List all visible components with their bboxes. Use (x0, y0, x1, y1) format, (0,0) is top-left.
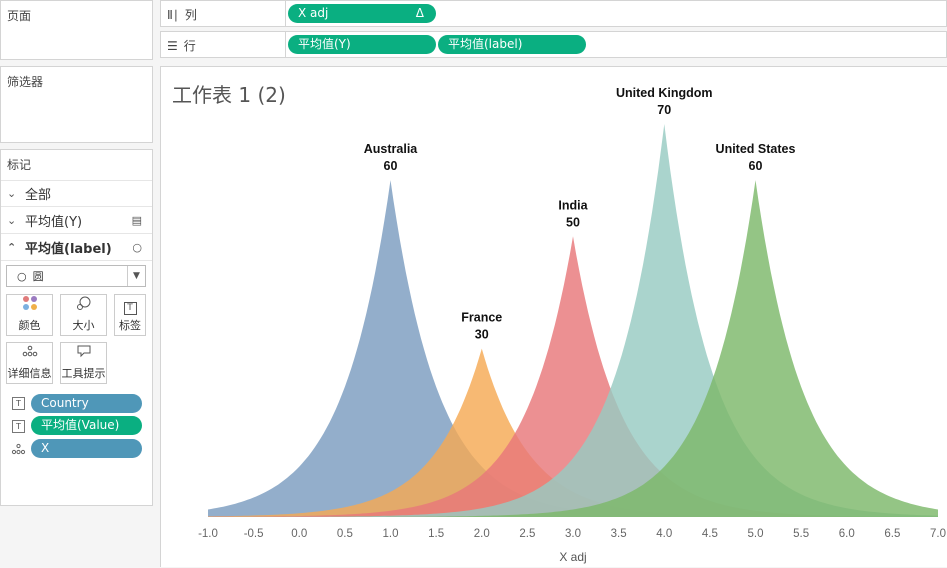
x-tick-label: -1.0 (198, 528, 218, 540)
data-label-name: France (461, 311, 502, 325)
x-tick-label: 2.0 (474, 528, 490, 540)
size-icon (61, 295, 106, 317)
chevron-down-icon: ⌄ (7, 187, 17, 200)
columns-shelf[interactable]: Ⅱ∣ 列 X adj Δ (160, 0, 947, 27)
tooltip-button-label: 工具提示 (61, 367, 106, 380)
mark-type-dropdown[interactable]: ○ 圆 ▼ (6, 265, 146, 287)
text-encoding-icon: T (12, 397, 25, 410)
chart[interactable]: Australia 60 France 30 India 50 United Kingdom… (161, 67, 947, 568)
size-button[interactable]: 大小 (60, 294, 107, 336)
rows-shelf[interactable]: ☰ 行 平均值(Y) 平均值(label) (160, 31, 947, 58)
area-mark-icon: ▤ (131, 214, 142, 227)
filters-panel[interactable]: 筛选器 (0, 66, 153, 143)
area-series-australia[interactable] (208, 180, 938, 517)
x-tick-label: 0.5 (337, 528, 353, 540)
x-tick-label: 5.5 (793, 528, 809, 540)
x-tick-label: 5.0 (748, 528, 764, 540)
x-axis-label: X adj (559, 550, 586, 564)
marks-row-avg-label[interactable]: ⌃ 平均值(label) ○ (1, 234, 152, 261)
label-button-label: 标签 (119, 319, 141, 332)
size-button-label: 大小 (72, 319, 95, 332)
filters-panel-title: 筛选器 (7, 75, 44, 89)
data-label-name: India (558, 198, 588, 212)
row-pill-avg-y[interactable]: 平均值(Y) (288, 35, 436, 54)
rows-shelf-label: ☰ 行 (167, 39, 196, 53)
x-tick-label: 7.0 (930, 528, 946, 540)
data-label-name: United Kingdom (616, 86, 713, 100)
pages-panel[interactable]: 页面 (0, 0, 153, 60)
x-tick-label: 3.5 (611, 528, 627, 540)
data-label-value: 60 (384, 159, 398, 173)
marks-row-label: 全部 (25, 188, 52, 203)
x-tick-label: 1.0 (383, 528, 399, 540)
field-pill-avg-value[interactable]: 平均值(Value) (31, 416, 142, 435)
area-series-united-states[interactable] (208, 180, 938, 517)
columns-icon: Ⅱ∣ (167, 8, 179, 22)
x-tick-label: 6.5 (884, 528, 900, 540)
detail-icon (7, 343, 52, 365)
x-tick-label: 0.0 (291, 528, 307, 540)
pill-label: X adj (298, 6, 329, 20)
text-encoding-icon: T (12, 420, 25, 433)
marks-card-title: 标记 (7, 158, 32, 172)
field-pill-x[interactable]: X (31, 439, 142, 458)
data-label-value: 50 (566, 215, 580, 229)
shelf-divider (285, 1, 286, 26)
area-series-india[interactable] (208, 236, 938, 518)
circle-mark-icon: ○ (132, 241, 142, 254)
columns-shelf-label: Ⅱ∣ 列 (167, 8, 197, 22)
marks-row-avg-y[interactable]: ⌄ 平均值(Y) ▤ (1, 207, 152, 234)
tooltip-button[interactable]: 工具提示 (60, 342, 107, 384)
pages-panel-title: 页面 (7, 9, 32, 23)
x-tick-label: 1.5 (428, 528, 444, 540)
rows-icon: ☰ (167, 39, 178, 53)
field-pill-country[interactable]: Country (31, 394, 142, 413)
color-button[interactable]: 颜色 (6, 294, 53, 336)
marks-row-label: 平均值(Y) (25, 214, 83, 230)
chevron-down-icon: ⌄ (7, 213, 17, 227)
detail-button-label: 详细信息 (7, 367, 52, 380)
marks-row-all[interactable]: ⌄ 全部 (1, 180, 152, 207)
x-tick-label: 4.0 (656, 528, 672, 540)
marks-row-label: 平均值(label) (25, 241, 112, 257)
worksheet-view: 工作表 1 (2) Australia 60 France 30 India 50 Unit… (160, 66, 947, 567)
mark-type-value: 圆 (32, 270, 44, 283)
x-tick-label: 2.5 (519, 528, 535, 540)
chevron-up-icon: ⌃ (7, 240, 17, 254)
data-label-name: United States (716, 142, 796, 156)
x-tick-label: 3.0 (565, 528, 581, 540)
color-icon (7, 295, 52, 317)
x-tick-label: 4.5 (702, 528, 718, 540)
worksheet-title: 工作表 1 (2) (172, 83, 286, 107)
label-button[interactable]: T 标签 (114, 294, 146, 336)
tooltip-icon (61, 343, 106, 365)
data-label-value: 70 (657, 103, 671, 117)
circle-icon: ○ (17, 269, 27, 283)
data-label-name: Australia (364, 142, 419, 156)
left-sidebar: 页面 筛选器 标记 ⌄ 全部 ⌄ 平均值(Y) ▤ ⌃ 平均值(label) ○… (0, 0, 153, 567)
color-button-label: 颜色 (18, 319, 41, 332)
x-tick-label: 6.0 (839, 528, 855, 540)
detail-encoding-icon (11, 443, 26, 458)
data-label-value: 30 (475, 328, 489, 342)
text-icon: T (115, 295, 145, 317)
detail-button[interactable]: 详细信息 (6, 342, 53, 384)
column-pill-x-adj[interactable]: X adj Δ (288, 4, 436, 23)
row-pill-avg-label[interactable]: 平均值(label) (438, 35, 586, 54)
shelf-divider (285, 32, 286, 57)
dropdown-arrow-icon[interactable]: ▼ (127, 266, 145, 286)
x-tick-label: -0.5 (244, 528, 264, 540)
data-label-value: 60 (749, 159, 763, 173)
delta-icon: Δ (415, 6, 424, 20)
